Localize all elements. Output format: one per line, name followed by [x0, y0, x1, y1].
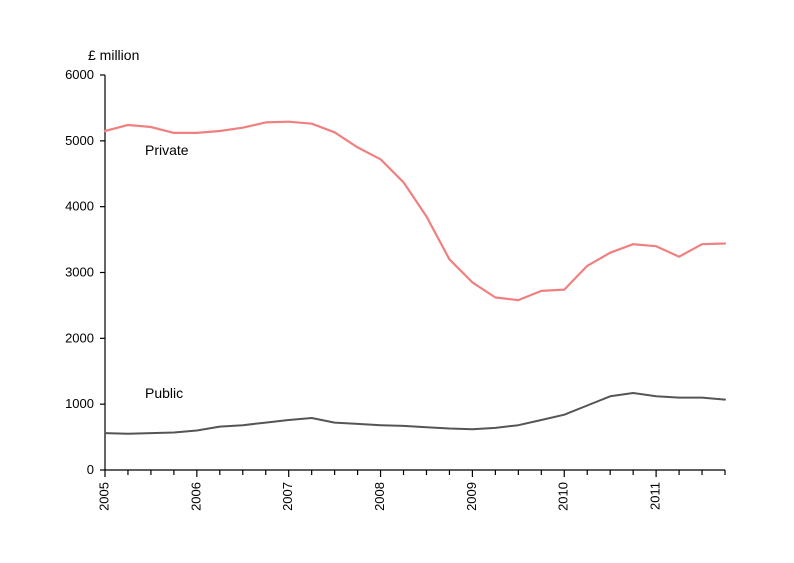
series-label-private: Private [145, 142, 189, 158]
y-tick-label: 3000 [65, 265, 94, 280]
x-tick-label: 2009 [464, 482, 479, 511]
y-tick-label: 5000 [65, 133, 94, 148]
y-tick-label: 4000 [65, 199, 94, 214]
x-tick-label: 2008 [372, 482, 387, 511]
x-tick-label: 2006 [188, 482, 203, 511]
x-tick-label: 2011 [648, 482, 663, 510]
chart-container: 0 1000 2000 3000 4000 5000 6000 £ million 2005 20… [0, 0, 794, 563]
x-tick-label: 2007 [280, 482, 295, 511]
line-chart: 0 1000 2000 3000 4000 5000 6000 £ million 2005 20… [0, 0, 794, 563]
y-tick-label: 1000 [65, 396, 94, 411]
x-tick-label: 2010 [556, 482, 571, 511]
series-label-public: Public [145, 385, 183, 401]
y-axis-title: £ million [88, 47, 139, 63]
y-tick-label: 2000 [65, 330, 94, 345]
y-tick-label: 6000 [65, 67, 94, 82]
y-tick-label: 0 [87, 462, 94, 477]
x-tick-label: 2005 [96, 482, 111, 511]
